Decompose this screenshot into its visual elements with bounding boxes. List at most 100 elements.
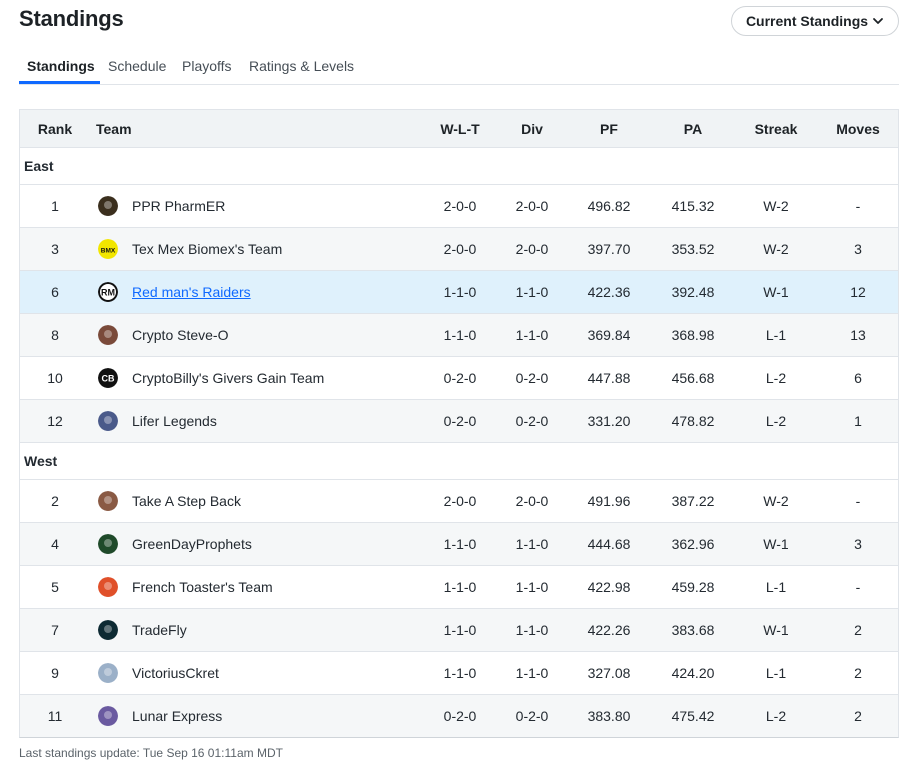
table-row: 1 2-0-0 2-0-0 496.82 415.32 W-2 - PPR PharmER <box>20 184 898 227</box>
cell-wlt: 2-0-0 <box>443 241 477 257</box>
cb-logo-icon[interactable]: CB <box>98 368 118 388</box>
standings-view-dropdown[interactable]: Current Standings <box>731 6 899 36</box>
cell-team: PPR PharmER <box>96 185 426 227</box>
team-name-link[interactable]: French Toaster's Team <box>132 579 273 595</box>
column-header-rank[interactable]: Rank <box>37 120 73 137</box>
team-name-link[interactable]: TradeFly <box>132 622 187 638</box>
column-header-wlt[interactable]: W-L-T <box>440 120 480 137</box>
cell-pf: 422.36 <box>587 284 631 300</box>
cell-streak: L-1 <box>765 665 787 681</box>
cell-rank: 5 <box>51 579 59 595</box>
cell-moves: 1 <box>854 413 862 429</box>
table-header-row: Rank Team W-L-T Div PF PA Streak Moves <box>20 110 898 147</box>
cell-wlt: 1-1-0 <box>443 327 477 343</box>
cell-pf: 397.70 <box>587 241 631 257</box>
cell-wlt: 0-2-0 <box>443 413 477 429</box>
cell-wlt: 0-2-0 <box>443 370 477 386</box>
team-name-link[interactable]: Red man's Raiders <box>132 284 251 300</box>
green-day-logo-icon[interactable] <box>98 534 118 554</box>
step-back-logo-icon[interactable] <box>98 491 118 511</box>
cell-streak: L-2 <box>765 708 787 724</box>
french-toaster-logo-icon[interactable] <box>98 577 118 597</box>
pharmer-logo-icon[interactable] <box>98 196 118 216</box>
bmx-logo-icon[interactable]: BMX <box>98 239 118 259</box>
cell-div: 1-1-0 <box>515 284 549 300</box>
cell-pa: 475.42 <box>671 708 715 724</box>
victorius-logo-icon[interactable] <box>98 663 118 683</box>
cell-streak: W-2 <box>763 493 789 509</box>
cell-streak: W-1 <box>763 284 789 300</box>
team-name-link[interactable]: Tex Mex Biomex's Team <box>132 241 283 257</box>
cell-pf: 422.98 <box>587 579 631 595</box>
division-header-east: East <box>20 147 898 184</box>
team-name-link[interactable]: Lunar Express <box>132 708 223 724</box>
cell-team: RM Red man's Raiders <box>96 271 426 313</box>
cell-div: 0-2-0 <box>515 413 549 429</box>
steve-o-logo-icon[interactable] <box>98 325 118 345</box>
column-header-team[interactable]: Team <box>96 120 132 137</box>
cell-div: 2-0-0 <box>515 493 549 509</box>
column-header-div[interactable]: Div <box>521 120 543 137</box>
cell-team: CB CryptoBilly's Givers Gain Team <box>96 357 426 399</box>
column-header-pf[interactable]: PF <box>600 120 618 137</box>
cell-div: 2-0-0 <box>515 198 549 214</box>
cell-rank: 11 <box>47 708 63 724</box>
cell-pa: 478.82 <box>671 413 715 429</box>
cell-div: 1-1-0 <box>515 327 549 343</box>
column-header-pa[interactable]: PA <box>683 120 703 137</box>
cell-pf: 491.96 <box>587 493 631 509</box>
cell-moves: - <box>855 493 861 509</box>
team-name-link[interactable]: CryptoBilly's Givers Gain Team <box>132 370 325 386</box>
svg-text:RM: RM <box>101 288 115 298</box>
cell-pa: 424.20 <box>671 665 715 681</box>
lifer-logo-icon[interactable] <box>98 411 118 431</box>
cell-rank: 8 <box>51 327 59 343</box>
cell-div: 1-1-0 <box>515 579 549 595</box>
table-row: 9 1-1-0 1-1-0 327.08 424.20 L-1 2 VictoriusCkre… <box>20 651 898 694</box>
cell-pa: 362.96 <box>671 536 715 552</box>
cell-pa: 387.22 <box>671 493 715 509</box>
team-name-link[interactable]: Crypto Steve-O <box>132 327 229 343</box>
team-name-link[interactable]: PPR PharmER <box>132 198 226 214</box>
tradefly-logo-icon[interactable] <box>98 620 118 640</box>
cell-pf: 327.08 <box>587 665 631 681</box>
tab-standings[interactable]: Standings <box>27 58 95 74</box>
tab-ratings-levels[interactable]: Ratings & Levels <box>249 58 355 74</box>
team-name-link[interactable]: Lifer Legends <box>132 413 217 429</box>
svg-text:BMX: BMX <box>101 248 116 255</box>
cell-team: BMX Tex Mex Biomex's Team <box>96 228 426 270</box>
cell-team: Crypto Steve-O <box>96 314 426 356</box>
tab-schedule[interactable]: Schedule <box>108 58 167 74</box>
table-row: 4 1-1-0 1-1-0 444.68 362.96 W-1 3 GreenDayProph… <box>20 522 898 565</box>
cell-moves: 2 <box>854 622 862 638</box>
cell-pa: 368.98 <box>671 327 715 343</box>
team-name-link[interactable]: GreenDayProphets <box>132 536 252 552</box>
team-name-link[interactable]: VictoriusCkret <box>132 665 219 681</box>
division-label: West <box>24 453 58 469</box>
cell-pa: 392.48 <box>671 284 715 300</box>
svg-text:CB: CB <box>102 374 115 384</box>
team-name-link[interactable]: Take A Step Back <box>132 493 241 509</box>
cell-div: 0-2-0 <box>515 370 549 386</box>
cell-streak: L-1 <box>765 579 787 595</box>
cell-div: 1-1-0 <box>515 536 549 552</box>
cell-moves: - <box>855 198 861 214</box>
cell-div: 0-2-0 <box>515 708 549 724</box>
cell-rank: 7 <box>51 622 59 638</box>
cell-moves: 13 <box>850 327 866 343</box>
cell-moves: 12 <box>850 284 866 300</box>
cell-rank: 10 <box>47 370 63 386</box>
standings-table: Rank Team W-L-T Div PF PA Streak Moves E… <box>19 109 899 738</box>
tab-bar: Standings Schedule Playoffs Ratings & Le… <box>19 48 899 85</box>
table-row: 3 2-0-0 2-0-0 397.70 353.52 W-2 3 BMX Tex Mex Bi… <box>20 227 898 270</box>
column-header-moves[interactable]: Moves <box>836 120 880 137</box>
cell-team: VictoriusCkret <box>96 652 426 694</box>
active-tab-indicator <box>19 81 100 84</box>
rm-logo-icon[interactable]: RM <box>98 282 118 302</box>
page-title: Standings <box>19 6 124 31</box>
lunar-logo-icon[interactable] <box>98 706 118 726</box>
cell-pf: 444.68 <box>587 536 631 552</box>
tab-playoffs[interactable]: Playoffs <box>182 58 232 74</box>
column-header-streak[interactable]: Streak <box>754 120 798 137</box>
cell-pa: 415.32 <box>671 198 715 214</box>
